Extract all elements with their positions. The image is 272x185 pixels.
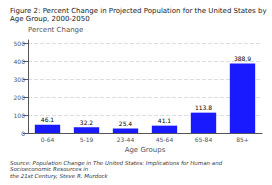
svg-text:46.1: 46.1 xyxy=(41,116,55,123)
svg-text:100: 100 xyxy=(14,112,26,119)
svg-text:0: 0 xyxy=(21,130,25,137)
svg-text:23-44: 23-44 xyxy=(117,136,135,143)
svg-text:Percent Change: Percent Change xyxy=(28,26,83,34)
svg-text:the 21st Century, Steve R. Mur: the 21st Century, Steve R. Murdock xyxy=(10,173,109,180)
svg-text:5-19: 5-19 xyxy=(80,136,94,143)
svg-text:65-84: 65-84 xyxy=(195,136,213,143)
svg-text:45-64: 45-64 xyxy=(156,136,174,143)
svg-text:500: 500 xyxy=(14,40,26,47)
svg-text:Age Group, 2000-2050: Age Group, 2000-2050 xyxy=(10,15,90,23)
svg-text:25.4: 25.4 xyxy=(119,120,133,127)
svg-text:388.9: 388.9 xyxy=(234,55,251,62)
svg-text:Figure 2: Percent Change in Pr: Figure 2: Percent Change in Projected Po… xyxy=(10,7,269,15)
svg-text:113.8: 113.8 xyxy=(195,104,212,111)
svg-text:41.1: 41.1 xyxy=(158,117,172,124)
svg-text:0-64: 0-64 xyxy=(41,136,55,143)
svg-text:200: 200 xyxy=(14,94,26,101)
svg-text:Source: Population Change in T: Source: Population Change in The United … xyxy=(10,159,224,166)
svg-text:85+: 85+ xyxy=(236,136,249,143)
svg-text:300: 300 xyxy=(14,76,26,83)
svg-text:400: 400 xyxy=(14,58,26,65)
svg-text:Age Groups: Age Groups xyxy=(125,146,166,154)
svg-text:Socioeconomic Resources in: Socioeconomic Resources in xyxy=(10,166,89,172)
svg-text:32.2: 32.2 xyxy=(80,119,94,126)
